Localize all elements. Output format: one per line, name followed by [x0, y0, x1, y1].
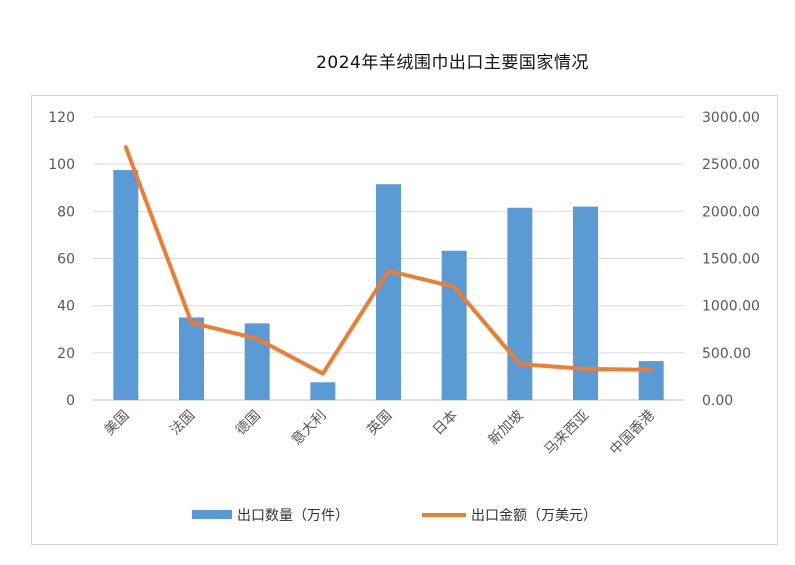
x-tick-label: 新加坡	[486, 408, 527, 449]
y-left-tick-label: 80	[57, 204, 75, 220]
y-left-tick-label: 60	[57, 252, 75, 268]
bar	[441, 250, 467, 400]
bar	[376, 184, 401, 400]
bar	[113, 170, 139, 400]
y-right-tick-label: 1500.00	[702, 252, 760, 268]
x-tick-label: 德国	[233, 408, 264, 439]
legend-label: 出口数量（万件）	[237, 508, 349, 524]
y-left-tick-label: 120	[48, 110, 75, 126]
x-tick-label: 马来西亚	[541, 408, 592, 459]
y-right-tick-label: 500.00	[702, 346, 751, 362]
x-tick-label: 中国香港	[607, 408, 658, 459]
x-tick-label: 意大利	[288, 407, 330, 449]
y-right-tick-label: 1000.00	[702, 299, 760, 315]
bar	[638, 361, 664, 400]
x-tick-label: 英国	[364, 407, 396, 439]
chart-title: 2024年羊绒围巾出口主要国家情况	[316, 53, 589, 73]
y-right-tick-label: 3000.00	[702, 110, 760, 126]
x-tick-label: 美国	[102, 408, 133, 439]
x-tick-label: 日本	[430, 408, 461, 439]
y-left-tick-label: 40	[57, 299, 75, 315]
x-tick-label: 法国	[167, 408, 198, 439]
y-right-tick-label: 2500.00	[702, 157, 760, 173]
y-right-tick-label: 0.00	[702, 393, 733, 409]
legend-bar-swatch	[192, 510, 232, 519]
y-right-tick-label: 2000.00	[702, 204, 760, 220]
bar	[310, 382, 336, 400]
chart-frame	[31, 95, 778, 545]
y-left-tick-label: 100	[48, 157, 75, 173]
bar	[507, 207, 533, 400]
bar	[179, 317, 204, 400]
y-left-tick-label: 0	[66, 393, 75, 409]
legend-label: 出口金额（万美元）	[471, 508, 597, 524]
y-left-tick-label: 20	[57, 346, 75, 362]
